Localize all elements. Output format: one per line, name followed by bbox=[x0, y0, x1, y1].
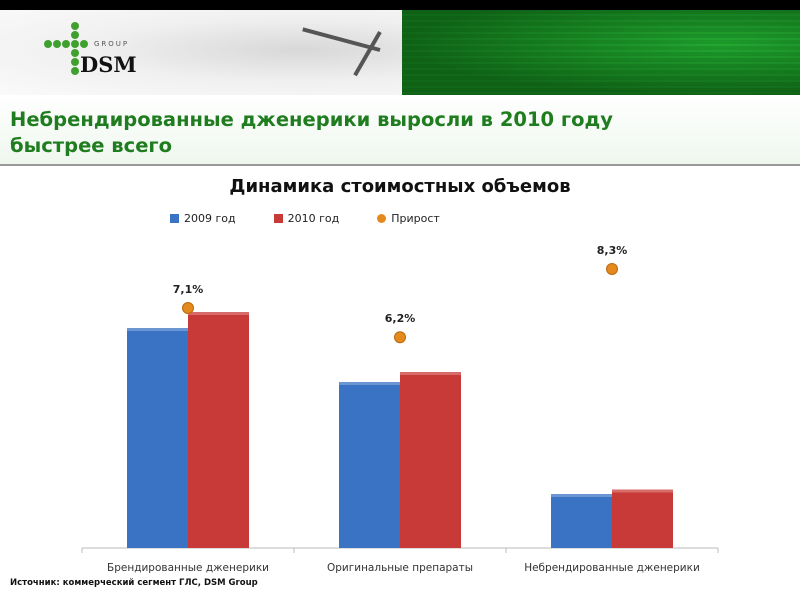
dsm-logo: GROUP DSM bbox=[44, 22, 164, 92]
chart-title: Динамика стоимостных объемов bbox=[229, 176, 571, 197]
bar-2010 bbox=[188, 312, 249, 548]
legend-label: 2009 год bbox=[184, 212, 236, 225]
category-label: Оригинальные препараты bbox=[327, 562, 473, 574]
bar-2009 bbox=[339, 382, 400, 548]
bar-highlight bbox=[612, 489, 673, 493]
category-label: Небрендированные дженерики bbox=[524, 562, 700, 574]
growth-label: 7,1% bbox=[173, 283, 204, 296]
legend-item-2009: 2009 год bbox=[170, 212, 236, 225]
legend-label: Прирост bbox=[391, 212, 440, 225]
title-area: Небрендированные дженерики выросли в 201… bbox=[0, 95, 800, 166]
bar-highlight bbox=[400, 372, 461, 375]
growth-label: 8,3% bbox=[597, 244, 628, 257]
legend-label: 2010 год bbox=[287, 212, 340, 225]
green-clock-image bbox=[402, 10, 800, 95]
category-label: Брендированные дженерики bbox=[107, 562, 269, 574]
top-bar bbox=[0, 0, 800, 10]
bar-2010 bbox=[400, 372, 461, 548]
bar-2010 bbox=[612, 489, 673, 548]
bar-highlight bbox=[188, 312, 249, 315]
growth-point bbox=[182, 301, 194, 314]
source-note: Источник: коммерческий сегмент ГЛС, DSM … bbox=[10, 578, 258, 588]
bar-2009 bbox=[127, 328, 188, 548]
bar-2009 bbox=[551, 494, 612, 548]
logo-group-text: GROUP bbox=[94, 40, 130, 48]
header-banner: GROUP DSM bbox=[0, 10, 800, 95]
slide-title: Небрендированные дженерики выросли в 201… bbox=[10, 108, 613, 157]
legend-item-2010: 2010 год bbox=[273, 212, 340, 225]
legend: 2009 год 2010 год Прирост bbox=[170, 212, 440, 225]
bar-highlight bbox=[127, 328, 188, 331]
clock-image bbox=[0, 10, 402, 95]
legend-item-growth: Прирост bbox=[377, 212, 440, 225]
growth-point bbox=[394, 331, 406, 344]
growth-point bbox=[606, 262, 618, 275]
growth-label: 6,2% bbox=[385, 312, 416, 325]
bar-highlight bbox=[551, 494, 612, 497]
bar-highlight bbox=[339, 382, 400, 385]
logo-dsm-text: DSM bbox=[80, 52, 137, 77]
